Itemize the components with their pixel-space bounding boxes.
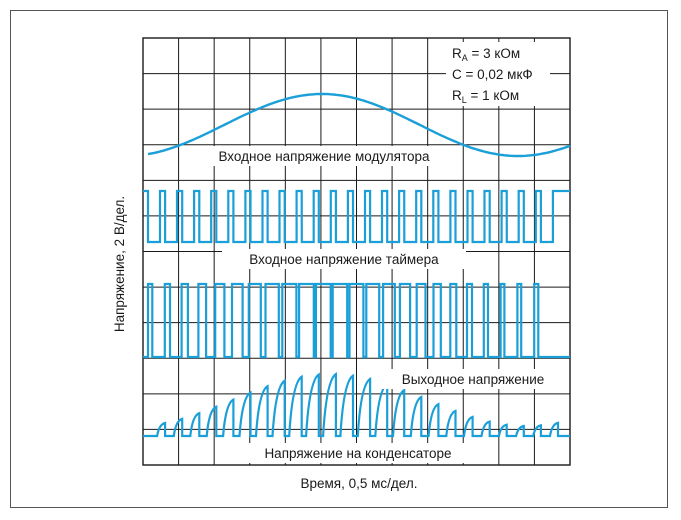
trace-labels: Входное напряжение модулятора Входное на… bbox=[190, 146, 568, 463]
x-axis-label: Время, 0,5 мс/дел. bbox=[301, 476, 418, 491]
param-c: C = 0,02 мкФ bbox=[452, 67, 533, 82]
series-label-timer: Входное напряжение таймера bbox=[249, 252, 439, 267]
param-ra: RA = 3 кОм bbox=[452, 46, 520, 63]
trace-capacitor-sawtooth bbox=[143, 372, 570, 438]
figure-frame bbox=[10, 10, 668, 508]
y-axis-label: Напряжение, 2 В/дел. bbox=[112, 196, 127, 332]
trace-timer-clock bbox=[143, 189, 570, 244]
param-rl: RL = 1 кОм bbox=[452, 88, 519, 105]
series-label-modulator: Входное напряжение модулятора bbox=[218, 149, 430, 164]
trace-modulator-sine bbox=[147, 92, 571, 158]
parameters-box: RA = 3 кОм C = 0,02 мкФ RL = 1 кОм bbox=[446, 42, 550, 106]
series-label-output: Выходное напряжение bbox=[402, 372, 545, 387]
series-label-capacitor: Напряжение на конденсаторе bbox=[264, 446, 451, 461]
trace-output-pwm bbox=[143, 282, 570, 359]
traces bbox=[143, 92, 571, 438]
